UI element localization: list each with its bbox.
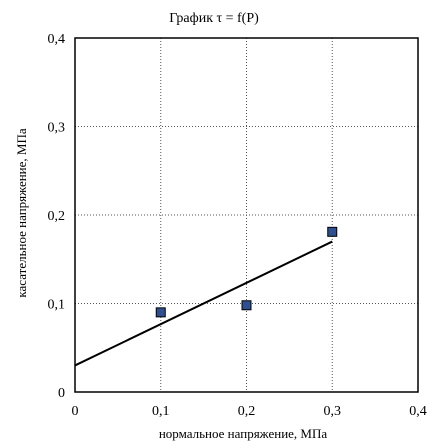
x-tick-label-0: 0 [72, 404, 79, 419]
y-tick-label-2: 0,2 [48, 209, 66, 224]
x-axis-label: нормальное напряжение, МПа [159, 426, 328, 441]
y-tick-label-0: 0 [58, 386, 65, 401]
y-tick-labels: 0 0,1 0,2 0,3 0,4 [48, 32, 66, 401]
trendline [74, 240, 333, 367]
y-tick-label-4: 0,4 [48, 32, 66, 47]
x-tick-labels: 0 0,1 0,2 0,3 0,4 [72, 404, 427, 419]
x-tick-label-1: 0,1 [152, 404, 170, 419]
data-points [155, 226, 338, 318]
data-point-0-1 [241, 300, 252, 311]
plot-frame [74, 37, 419, 393]
data-point-0-2 [327, 226, 338, 237]
x-tick-label-2: 0,2 [238, 404, 256, 419]
x-tick-label-3: 0,3 [324, 404, 342, 419]
y-tick-label-3: 0,3 [48, 121, 66, 136]
data-point-0-0 [155, 307, 166, 318]
y-tick-label-1: 0,1 [48, 298, 66, 313]
y-axis-label: касательное напряжение, МПа [14, 128, 29, 297]
chart-title: График τ = f(P) [169, 11, 259, 26]
x-tick-label-4: 0,4 [409, 404, 427, 419]
grid [75, 38, 418, 392]
